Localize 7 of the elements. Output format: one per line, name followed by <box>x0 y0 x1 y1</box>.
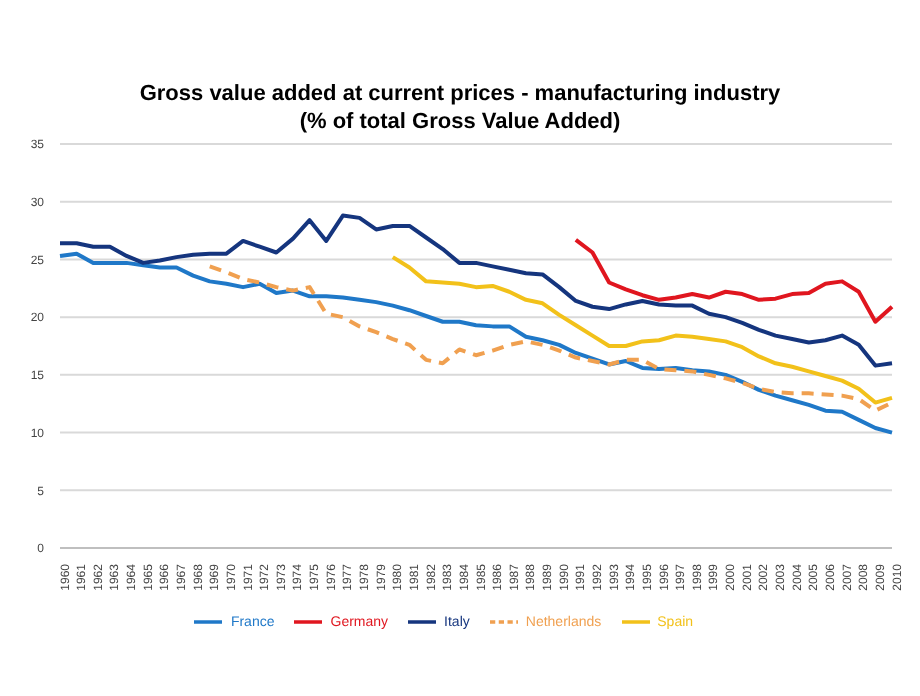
line-series <box>58 251 894 435</box>
line-series <box>207 264 894 413</box>
chart-title: Gross value added at current prices - manufacturing industry <box>137 80 783 108</box>
line-series <box>390 255 894 405</box>
line-series <box>573 237 894 324</box>
chart-subtitle: (% of total Gross Value Added) <box>297 108 623 136</box>
line-series <box>58 213 894 368</box>
